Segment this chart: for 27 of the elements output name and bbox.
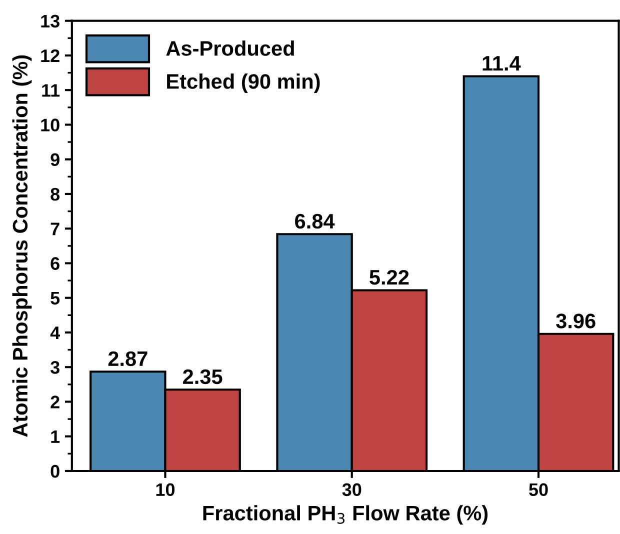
y-tick-label: 11 [42,84,60,97]
data-label: 5.22 [370,270,409,285]
y-tick-label: 9 [50,153,60,166]
y-tick-label: 13 [41,14,60,28]
y-tick-label: 6 [50,257,60,270]
data-label: 6.84 [295,214,335,229]
x-tick-label: 10 [156,483,175,496]
y-tick-label: 2 [50,396,60,408]
y-tick-label: 7 [50,222,60,236]
y-tick-label: 10 [41,118,60,132]
y-tick-label: 12 [41,49,60,62]
data-label: 2.35 [183,369,222,384]
x-tick-label: 50 [529,483,548,496]
y-axis-title: Atomic Phosphorus Concentration (%) [12,55,32,437]
legend-label: As-Produced [166,40,294,56]
legend-label: Etched (90 min) [167,74,320,93]
data-label: 2.87 [108,351,148,366]
y-tick-label: 5 [50,292,60,305]
y-tick-label: 3 [50,361,60,374]
y-tick-label: 4 [50,326,60,340]
y-tick-label: 8 [50,188,60,201]
x-axis-title: Fractional PH$_{3}$ Flow Rate (%) [203,505,488,525]
x-tick-label: 30 [342,483,362,496]
data-label: 3.96 [556,314,596,328]
y-tick-label: 1 [51,430,60,443]
data-label: 11.4 [482,56,521,71]
y-tick-label: 0 [50,464,60,478]
